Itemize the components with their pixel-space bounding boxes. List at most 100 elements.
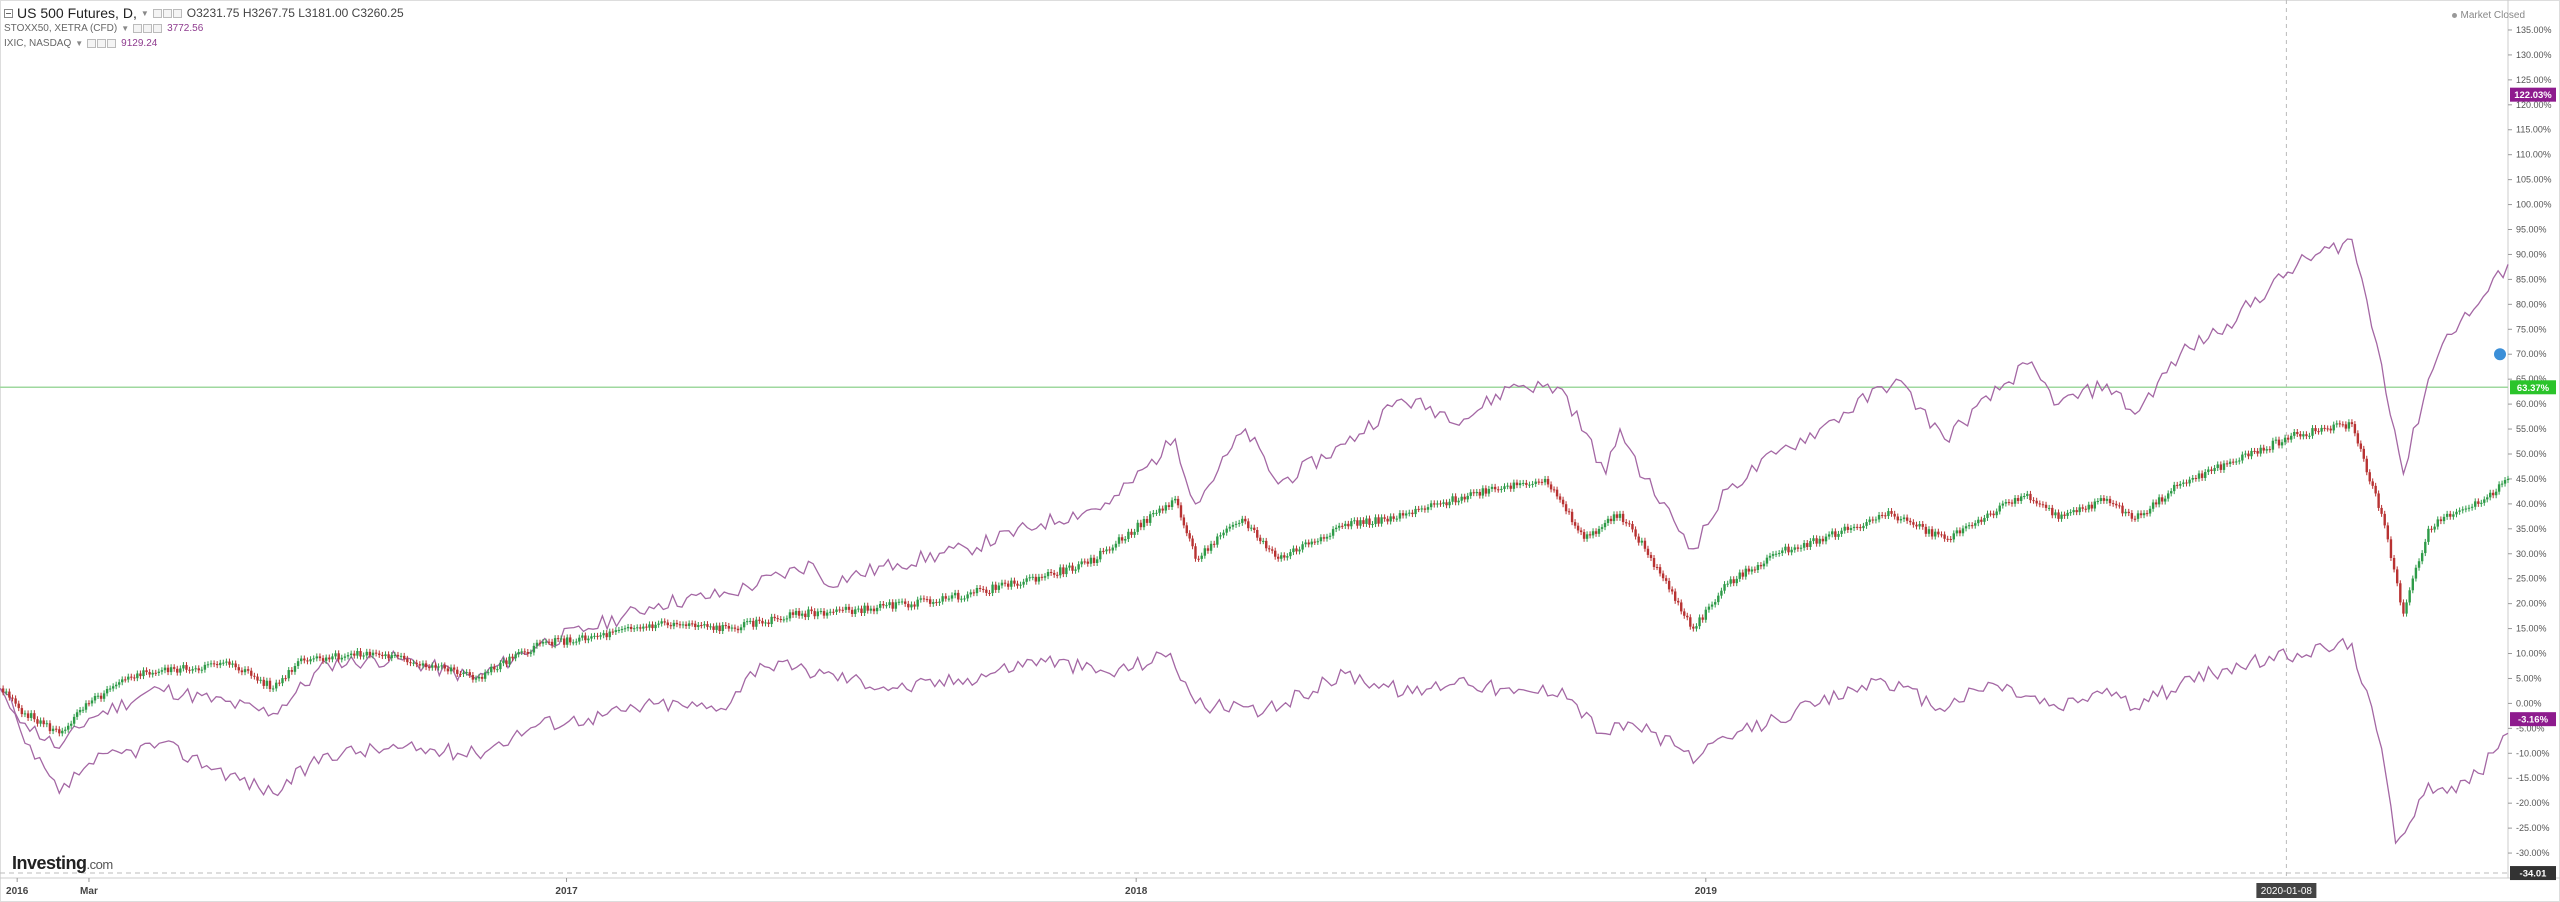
eye-icon[interactable] bbox=[133, 23, 143, 33]
y-tick-label: 25.00% bbox=[2516, 574, 2547, 584]
candle-up bbox=[105, 688, 109, 694]
candle-up bbox=[1325, 536, 1329, 539]
candle-up bbox=[293, 666, 297, 672]
candle-up bbox=[2250, 450, 2253, 457]
candle-up bbox=[963, 598, 966, 600]
candle-up bbox=[61, 730, 64, 734]
candle-down bbox=[493, 666, 496, 670]
candle-down bbox=[2344, 424, 2348, 429]
gear-icon[interactable] bbox=[97, 38, 107, 48]
candle-down bbox=[712, 626, 715, 630]
candle-down bbox=[1463, 496, 1466, 500]
candle-down bbox=[2314, 428, 2317, 432]
chevron-down-icon[interactable]: ▼ bbox=[121, 24, 130, 33]
candle-down bbox=[1989, 513, 1992, 515]
chevron-down-icon[interactable]: ▼ bbox=[75, 39, 84, 48]
candle-up bbox=[2054, 512, 2057, 516]
candle-down bbox=[1946, 538, 1949, 540]
candle-up bbox=[1717, 595, 1720, 603]
candle-down bbox=[2057, 512, 2060, 519]
candle-up bbox=[1862, 525, 1865, 529]
logo-domain: .com bbox=[86, 857, 114, 872]
candle-down bbox=[1588, 534, 1592, 536]
candle-down bbox=[972, 592, 976, 594]
candle-up bbox=[1809, 541, 1812, 547]
candle-down bbox=[1497, 489, 1500, 491]
candle-up bbox=[136, 673, 139, 679]
candle-down bbox=[290, 670, 294, 672]
candle-up bbox=[315, 656, 319, 659]
candle-up bbox=[829, 611, 832, 613]
candle-down bbox=[2038, 503, 2041, 505]
candle-up bbox=[163, 667, 167, 671]
collapse-icon[interactable] bbox=[4, 9, 13, 18]
candle-down bbox=[1016, 583, 1019, 586]
candle-down bbox=[1244, 518, 1247, 522]
candle-down bbox=[727, 625, 731, 629]
candle-up bbox=[1374, 517, 1377, 525]
candle-up bbox=[1707, 606, 1711, 610]
candle-up bbox=[1046, 571, 1050, 577]
candle-down bbox=[1564, 504, 1568, 512]
chevron-down-icon[interactable]: ▼ bbox=[140, 9, 149, 18]
candle-down bbox=[797, 610, 801, 616]
candle-up bbox=[1353, 520, 1356, 522]
candle-up bbox=[854, 609, 857, 614]
candle-down bbox=[2035, 500, 2038, 504]
candle-down bbox=[1652, 558, 1656, 567]
candle-up bbox=[84, 703, 88, 710]
candle-down bbox=[387, 654, 390, 659]
candle-down bbox=[154, 672, 157, 674]
candle-up bbox=[1234, 523, 1238, 525]
candle-up bbox=[346, 655, 350, 657]
candle-up bbox=[745, 621, 749, 623]
candle-up bbox=[1738, 572, 1741, 579]
candle-up bbox=[160, 670, 164, 672]
candle-down bbox=[427, 667, 431, 669]
candle-down bbox=[982, 588, 985, 590]
candle-down bbox=[1582, 532, 1586, 539]
candle-up bbox=[1868, 519, 1871, 523]
close-icon[interactable] bbox=[172, 8, 182, 18]
series2-label[interactable]: STOXX50, XETRA (CFD) bbox=[4, 23, 118, 34]
status-dot-icon bbox=[2451, 13, 2457, 18]
candle-down bbox=[2185, 482, 2188, 484]
candle-up bbox=[721, 625, 724, 632]
series3-label[interactable]: IXIC, NASDAQ bbox=[4, 38, 72, 49]
candle-down bbox=[1056, 574, 1059, 576]
candle-up bbox=[2470, 506, 2474, 508]
eye-icon[interactable] bbox=[152, 8, 162, 18]
candle-up bbox=[966, 594, 969, 599]
series-line-ixic-nasdaq bbox=[0, 238, 2509, 750]
candle-up bbox=[399, 655, 403, 657]
candle-down bbox=[1940, 534, 1943, 536]
close-icon[interactable] bbox=[153, 23, 163, 33]
candle-down bbox=[415, 662, 418, 665]
candle-up bbox=[755, 619, 758, 627]
candle-down bbox=[847, 606, 851, 610]
candle-up bbox=[2197, 473, 2201, 479]
candle-down bbox=[1573, 522, 1577, 526]
candle-up bbox=[1155, 512, 1158, 514]
candle-down bbox=[907, 603, 910, 608]
gear-icon[interactable] bbox=[162, 8, 172, 18]
gear-icon[interactable] bbox=[143, 23, 153, 33]
candle-down bbox=[353, 653, 356, 656]
close-icon[interactable] bbox=[107, 38, 117, 48]
candle-up bbox=[1301, 544, 1304, 550]
candle-up bbox=[672, 622, 676, 627]
candle-up bbox=[231, 663, 234, 665]
candle-down bbox=[922, 598, 926, 600]
eye-icon[interactable] bbox=[87, 38, 97, 48]
candle-up bbox=[30, 713, 33, 718]
candle-up bbox=[1955, 530, 1959, 534]
candle-down bbox=[1120, 537, 1124, 541]
candle-down bbox=[1013, 580, 1016, 584]
candle-down bbox=[1439, 503, 1442, 505]
candle-down bbox=[694, 623, 697, 628]
candle-down bbox=[1307, 542, 1310, 545]
main-series-title[interactable]: US 500 Futures, D, bbox=[17, 5, 137, 21]
candle-down bbox=[2102, 498, 2106, 501]
candle-down bbox=[58, 729, 61, 734]
